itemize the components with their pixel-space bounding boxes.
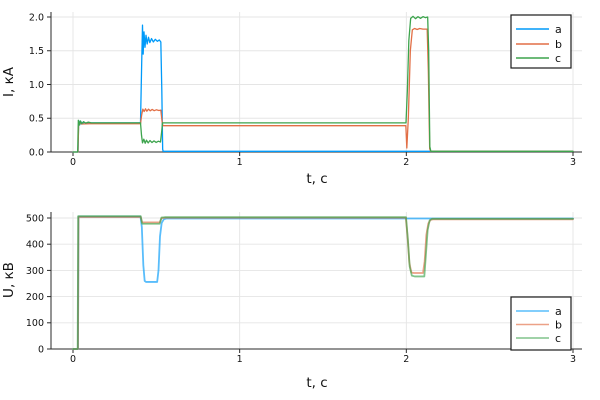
- current-chart-svg: 0 1 2 3 0.0 0.5 1.0 1.5 2.0 t, с I, кА abc: [1, 12, 582, 187]
- gridlines: [51, 12, 582, 153]
- y-tick-label: 300: [26, 266, 44, 277]
- x-tick-label: 2: [403, 354, 409, 365]
- x-tick-label: 1: [237, 354, 243, 365]
- legend: abc: [510, 296, 572, 351]
- x-tick-label: 3: [570, 157, 576, 168]
- series-line-c: [72, 15, 574, 153]
- legend-label-b: b: [555, 318, 562, 331]
- voltage-plot: 0 1 2 3 0 100 200 300 400 500 t, с U, кВ a b c: [0, 200, 600, 400]
- x-axis-label: t, с: [306, 171, 327, 187]
- x-tick-label: 2: [403, 157, 409, 168]
- legend-label-b: b: [555, 38, 562, 51]
- y-tick-label: 0.5: [29, 114, 44, 125]
- voltage-chart-svg: 0 1 2 3 0 100 200 300 400 500 t, с U, кВ abc: [1, 212, 582, 391]
- y-tick-label: 200: [26, 292, 44, 303]
- tick-labels: 0 1 2 3 0.0 0.5 1.0 1.5 2.0: [29, 12, 576, 168]
- series-lines: [72, 215, 574, 350]
- y-tick-label: 1.5: [29, 46, 44, 57]
- x-tick-label: 0: [70, 157, 76, 168]
- series-line-c: [72, 215, 574, 350]
- legend: abc: [510, 14, 572, 69]
- legend-label-c: c: [555, 332, 561, 345]
- series-lines: [72, 15, 574, 153]
- axes: [47, 212, 582, 353]
- legend-label-c: c: [555, 52, 561, 65]
- y-tick-label: 0: [38, 344, 44, 355]
- y-tick-label: 0.0: [29, 147, 44, 158]
- legend-box: [510, 296, 572, 351]
- gridlines: [51, 212, 582, 350]
- legend-box: [510, 14, 572, 69]
- y-axis-label: U, кВ: [1, 262, 17, 298]
- y-tick-label: 500: [26, 213, 44, 224]
- series-line-a: [72, 215, 574, 350]
- y-tick-label: 400: [26, 240, 44, 251]
- legend-label-a: a: [555, 305, 562, 318]
- legend-label-a: a: [555, 23, 562, 36]
- current-plot: 0 1 2 3 0.0 0.5 1.0 1.5 2.0 t, с I, кА a b c: [1, 12, 582, 187]
- y-tick-label: 100: [26, 318, 44, 329]
- series-line-b: [72, 27, 574, 153]
- y-axis-label: I, кА: [1, 66, 17, 97]
- y-tick-label: 1.0: [29, 80, 44, 91]
- series-line-b: [72, 216, 574, 350]
- x-tick-label: 3: [570, 354, 576, 365]
- series-line-a: [72, 24, 574, 153]
- x-tick-label: 0: [70, 354, 76, 365]
- tick-labels: 0 1 2 3 0 100 200 300 400 500: [26, 213, 576, 365]
- x-tick-label: 1: [237, 157, 243, 168]
- axes: [47, 12, 582, 156]
- x-axis-label: t, с: [306, 375, 327, 391]
- y-tick-label: 2.0: [29, 12, 44, 23]
